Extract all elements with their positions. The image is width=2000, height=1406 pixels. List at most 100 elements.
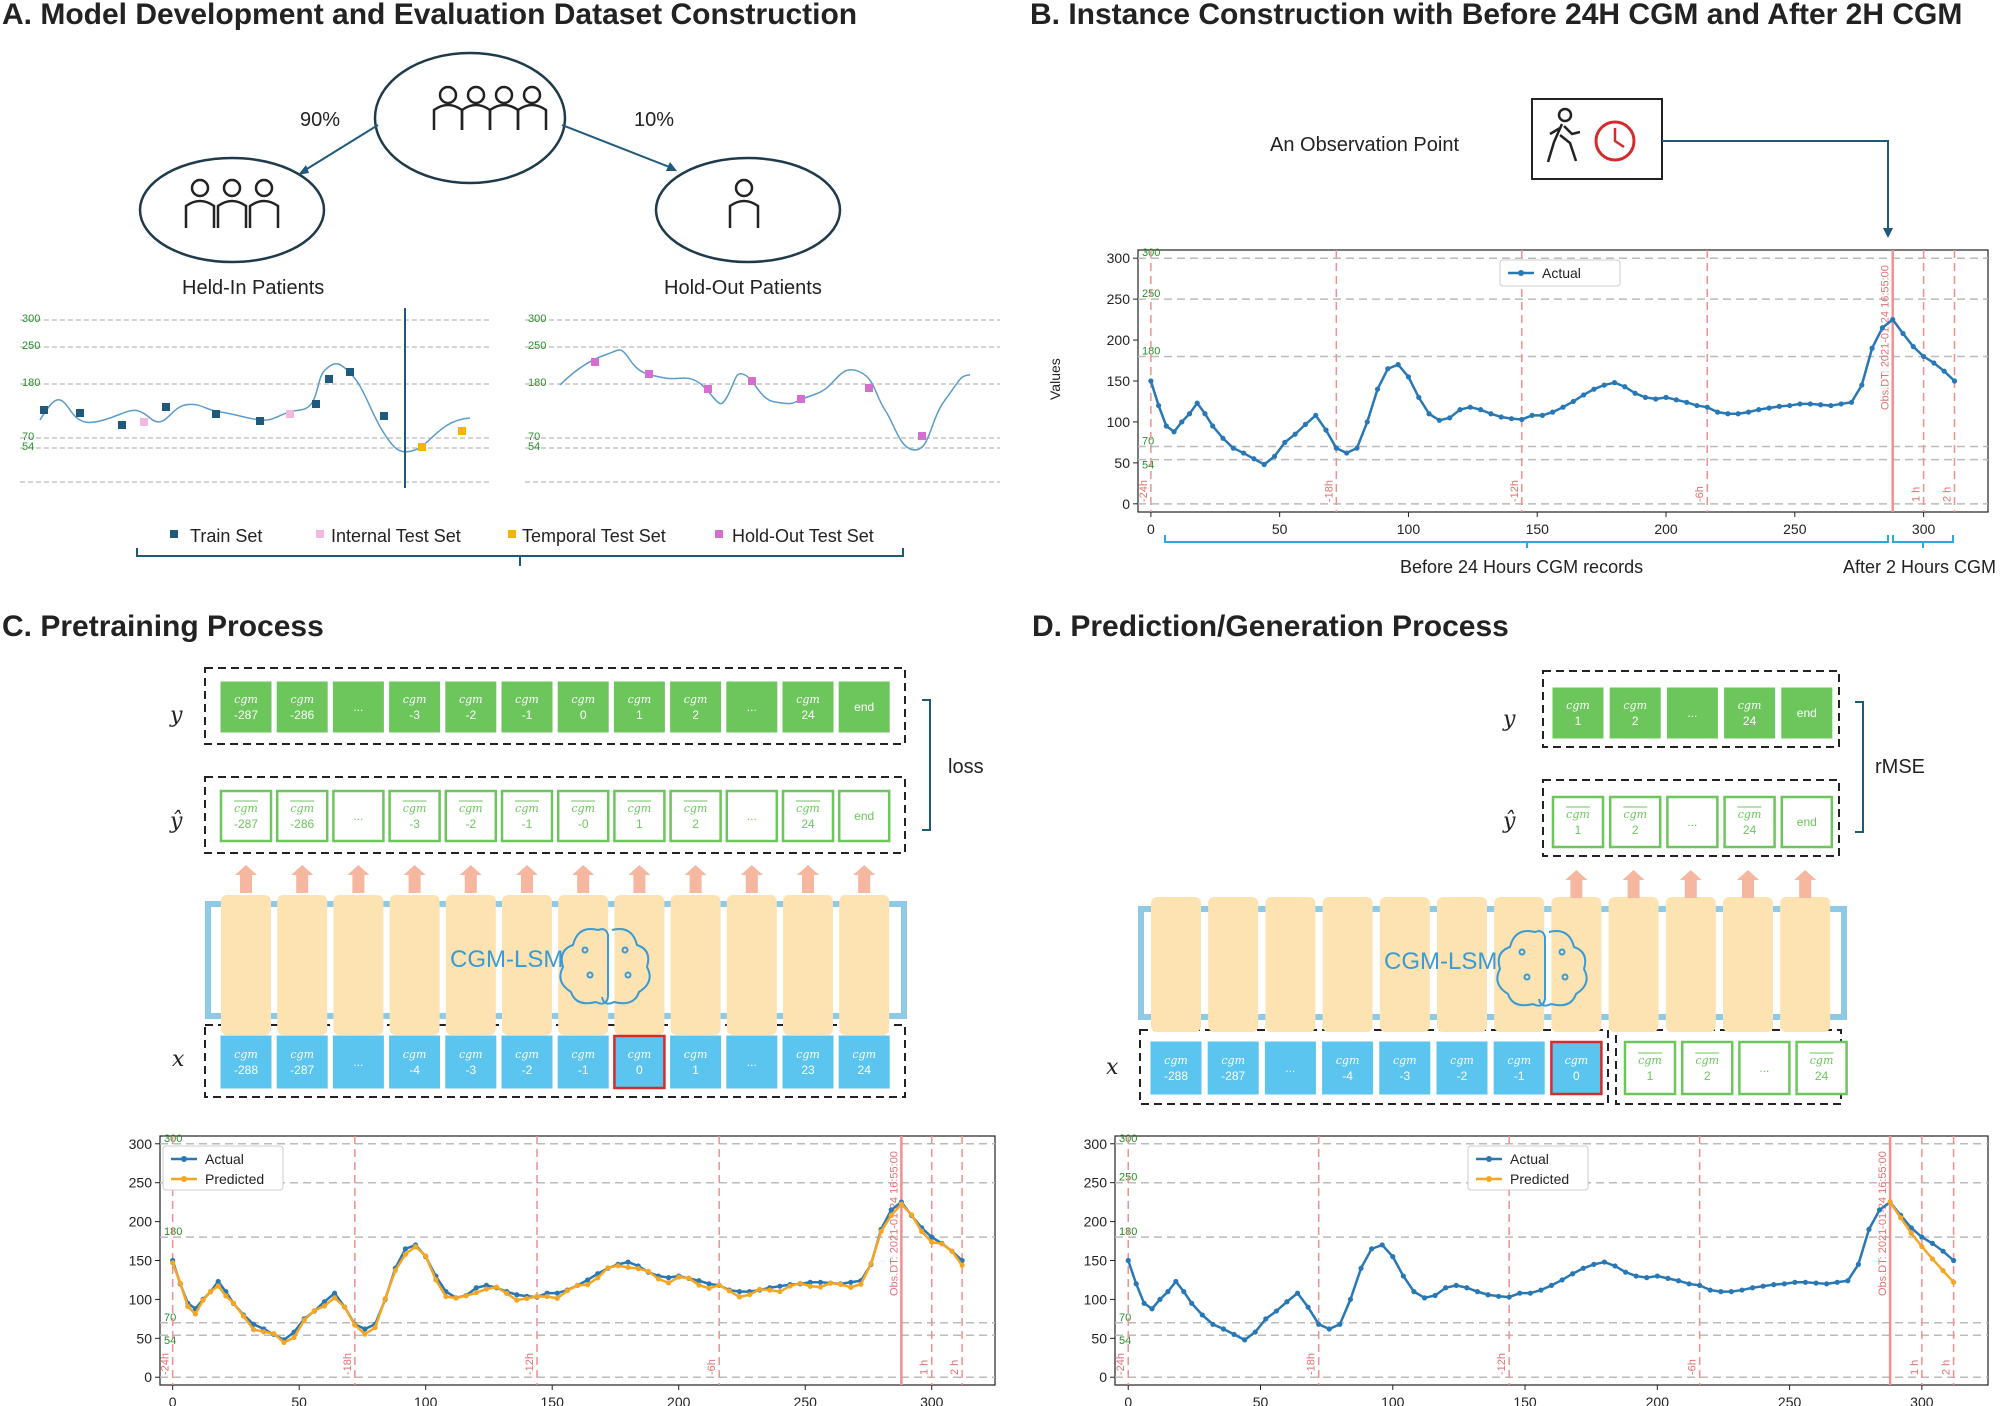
panel-c-title: C. Pretraining Process bbox=[2, 610, 324, 643]
y-tick-label: 50 bbox=[136, 1330, 152, 1346]
walking-person-icon bbox=[1546, 107, 1581, 163]
y-tick-label: 200 bbox=[129, 1214, 153, 1230]
c-column bbox=[221, 895, 271, 1035]
d-yhat-token-box bbox=[1608, 795, 1662, 849]
c-y-token-num: -2 bbox=[465, 708, 476, 722]
actual-series-point bbox=[1220, 1326, 1227, 1332]
actual-series-point bbox=[1866, 1226, 1872, 1232]
d-yhat-token-end: end bbox=[1797, 815, 1817, 829]
y-tick-label: 0 bbox=[1099, 1369, 1107, 1385]
c-x-token-dots: ... bbox=[747, 1055, 757, 1069]
obs-pointer-line bbox=[1662, 140, 1889, 228]
panel-a-legend: Train Set Internal Test Set Temporal Tes… bbox=[136, 526, 904, 566]
d-x-token-box bbox=[1493, 1041, 1545, 1095]
c-yhat-token-box bbox=[613, 789, 666, 843]
predicted-series-point bbox=[908, 1212, 915, 1218]
c-x-token-num: 1 bbox=[692, 1063, 699, 1077]
c-x-token-word: cgm bbox=[515, 1048, 539, 1061]
predicted-series-point bbox=[858, 1281, 864, 1287]
actual-series-point bbox=[1488, 411, 1494, 417]
panel-a: 90% 10% Held-In Patients Hold-Out Patien… bbox=[20, 51, 1000, 566]
legend-actual-dot bbox=[181, 1156, 187, 1162]
green-threshold-label: 54 bbox=[164, 1335, 176, 1347]
single-patient-icon bbox=[728, 178, 760, 228]
c-column bbox=[558, 895, 609, 1035]
actual-series-point bbox=[1292, 431, 1298, 437]
actual-series-point bbox=[1189, 1300, 1195, 1306]
c-column bbox=[502, 895, 552, 1035]
d-x-token-num: -2 bbox=[1457, 1069, 1468, 1083]
actual-series-point bbox=[362, 1326, 368, 1332]
actual-series-point bbox=[1474, 1289, 1481, 1295]
legend-swatch-train bbox=[170, 530, 178, 538]
x-tick-label: 50 bbox=[1253, 1394, 1269, 1406]
actual-series-point bbox=[1379, 1242, 1385, 1248]
predicted-series-point bbox=[817, 1284, 824, 1290]
c-y-token-box bbox=[276, 681, 328, 733]
c-x-token-box bbox=[445, 1035, 497, 1089]
hold-out-label: Hold-Out Patients bbox=[664, 277, 822, 299]
y-tick-label: 250 bbox=[1107, 291, 1131, 307]
green-threshold-label: 70 bbox=[164, 1312, 176, 1324]
vline-label: 1 h bbox=[919, 1360, 931, 1375]
mini-tick-54-b: 54 bbox=[528, 441, 540, 453]
c-y-token-word: cgm bbox=[459, 693, 483, 706]
predicted-series-point bbox=[757, 1286, 763, 1292]
x-tick-label: 250 bbox=[1783, 521, 1807, 537]
vline-label: 2 h bbox=[1942, 487, 1954, 502]
actual-series-point bbox=[1591, 386, 1597, 392]
predicted-series-point bbox=[736, 1294, 743, 1300]
actual-series-point bbox=[1663, 394, 1669, 400]
c-yhat-token-word: cgm bbox=[515, 802, 539, 815]
x-tick-label: 50 bbox=[291, 1394, 307, 1406]
c-yhat-token-word: cgm bbox=[290, 802, 314, 815]
d-y-var: y bbox=[1502, 707, 1516, 732]
held-in-group-icon bbox=[184, 178, 280, 228]
actual-series-point bbox=[1485, 1292, 1491, 1298]
c-yhat-token-box bbox=[556, 789, 610, 843]
c-column bbox=[333, 895, 384, 1035]
c-yhat-token-num: -0 bbox=[578, 817, 589, 831]
predicted-series-point bbox=[716, 1282, 722, 1288]
predicted-series-point bbox=[726, 1288, 732, 1294]
c-yhat-token-num: 1 bbox=[636, 817, 643, 831]
predicted-series-point bbox=[1940, 1268, 1946, 1274]
d-column bbox=[1494, 897, 1545, 1032]
d-column bbox=[1151, 897, 1201, 1032]
x-tick-label: 50 bbox=[1272, 521, 1288, 537]
c-x-token-box bbox=[220, 1035, 272, 1089]
c-yhat-token-box bbox=[725, 789, 779, 843]
predicted-series-point bbox=[777, 1288, 783, 1295]
actual-series-point bbox=[1653, 396, 1659, 402]
actual-series-point bbox=[1539, 412, 1545, 418]
actual-series-point bbox=[514, 1292, 520, 1298]
y-tick-label: 300 bbox=[129, 1136, 153, 1152]
predicted-series-point bbox=[655, 1276, 662, 1282]
observation-point-label: An Observation Point bbox=[1270, 134, 1459, 156]
actual-series-point bbox=[1316, 1321, 1322, 1327]
predicted-series-point bbox=[362, 1331, 368, 1337]
actual-series bbox=[1127, 1200, 1955, 1342]
y-tick-label: 250 bbox=[1084, 1175, 1108, 1191]
x-tick-label: 300 bbox=[1912, 521, 1936, 537]
predicted-series-point bbox=[170, 1260, 176, 1266]
actual-series-point bbox=[1792, 1279, 1798, 1285]
actual-series-point bbox=[1326, 1326, 1332, 1332]
c-y-token-num: 24 bbox=[801, 708, 815, 722]
actual-series-point bbox=[251, 1321, 257, 1327]
actual-series-point bbox=[1675, 1278, 1682, 1284]
d-column bbox=[1551, 897, 1602, 1032]
x-tick-label: 150 bbox=[1513, 1394, 1537, 1406]
c-y-token-word: cgm bbox=[403, 693, 427, 706]
c-x-token-num: -3 bbox=[465, 1063, 476, 1077]
x-tick-label: 200 bbox=[1646, 1394, 1670, 1406]
actual-series-point bbox=[1432, 1292, 1438, 1299]
actual-series-point bbox=[215, 1278, 221, 1285]
actual-series-point bbox=[331, 1290, 338, 1296]
d-x-token-num: -1 bbox=[1514, 1069, 1525, 1083]
actual-series-point bbox=[1202, 411, 1208, 417]
d-x-token-dots: ... bbox=[1285, 1061, 1295, 1075]
predicted-series-point bbox=[544, 1293, 550, 1300]
d-column bbox=[1608, 897, 1659, 1032]
